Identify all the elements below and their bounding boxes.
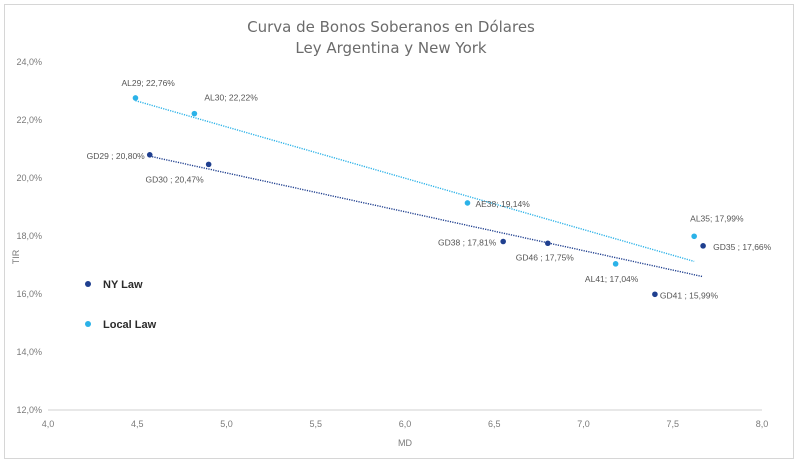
data-label: AL29; 22,76% [121,78,175,88]
data-point [652,291,658,298]
y-tick-label: 24,0% [16,57,42,67]
data-points [132,95,706,298]
chart-subtitle: Ley Argentina y New York [295,39,487,57]
trendlines [135,99,704,278]
data-point [500,238,506,245]
legend-label: Local Law [103,319,157,331]
data-point [146,152,153,158]
data-point [545,240,551,247]
data-label: AL41; 17,04% [585,274,639,284]
x-tick-label: 8,0 [756,419,769,429]
data-label: AL30; 22,22% [204,93,258,103]
x-tick-label: 7,5 [666,419,679,429]
x-tick-label: 5,0 [220,419,233,429]
y-tick-label: 18,0% [16,231,42,241]
data-point [205,161,212,168]
data-label: AL35; 17,99% [690,213,744,223]
data-label: GD41 ; 15,99% [660,290,719,300]
y-tick-label: 14,0% [16,347,42,357]
y-tick-label: 22,0% [16,115,42,125]
trendline-ny-law [149,155,704,278]
legend-marker [85,321,91,327]
x-tick-label: 6,5 [488,419,501,429]
x-tick-label: 6,0 [399,419,412,429]
chart-title: Curva de Bonos Soberanos en Dólares [247,18,535,36]
legend-marker [85,281,91,287]
data-point [191,110,198,117]
y-tick-label: 20,0% [16,173,42,183]
y-tick-label: 16,0% [16,289,42,299]
legend: NY Law Local Law [85,279,157,331]
data-point [700,243,706,249]
y-axis-label: TIR [11,249,21,264]
trendline-local-law [135,99,695,263]
chart-frame [4,4,794,459]
x-tick-label: 5,5 [309,419,322,429]
data-label: GD30 ; 20,47% [146,174,205,184]
x-tick-label: 4,5 [131,419,144,429]
data-label: GD38 ; 17,81% [438,238,497,248]
data-point [464,200,471,206]
x-tick-label: 7,0 [577,419,590,429]
data-point [132,95,139,101]
legend-label: NY Law [103,279,143,291]
data-label: GD46 ; 17,75% [516,252,575,262]
data-label: AE38; 19,14% [475,199,530,209]
x-tick-label: 4,0 [42,419,55,429]
data-label: GD35 ; 17,66% [713,242,772,252]
y-tick-label: 12,0% [16,405,42,415]
y-tick-labels: 12,0% 14,0% 16,0% 18,0% 20,0% 22,0% 24,0% [16,57,42,415]
point-labels: GD29 ; 20,80% GD30 ; 20,47% GD38 ; 17,81% G… [87,78,772,300]
data-label: GD29 ; 20,80% [87,151,146,161]
data-point [691,233,697,240]
data-point [612,261,619,267]
x-tick-labels: 4,0 4,5 5,0 5,5 6,0 6,5 7,0 7,5 8,0 [42,419,769,429]
x-axis-label: MD [398,438,412,448]
